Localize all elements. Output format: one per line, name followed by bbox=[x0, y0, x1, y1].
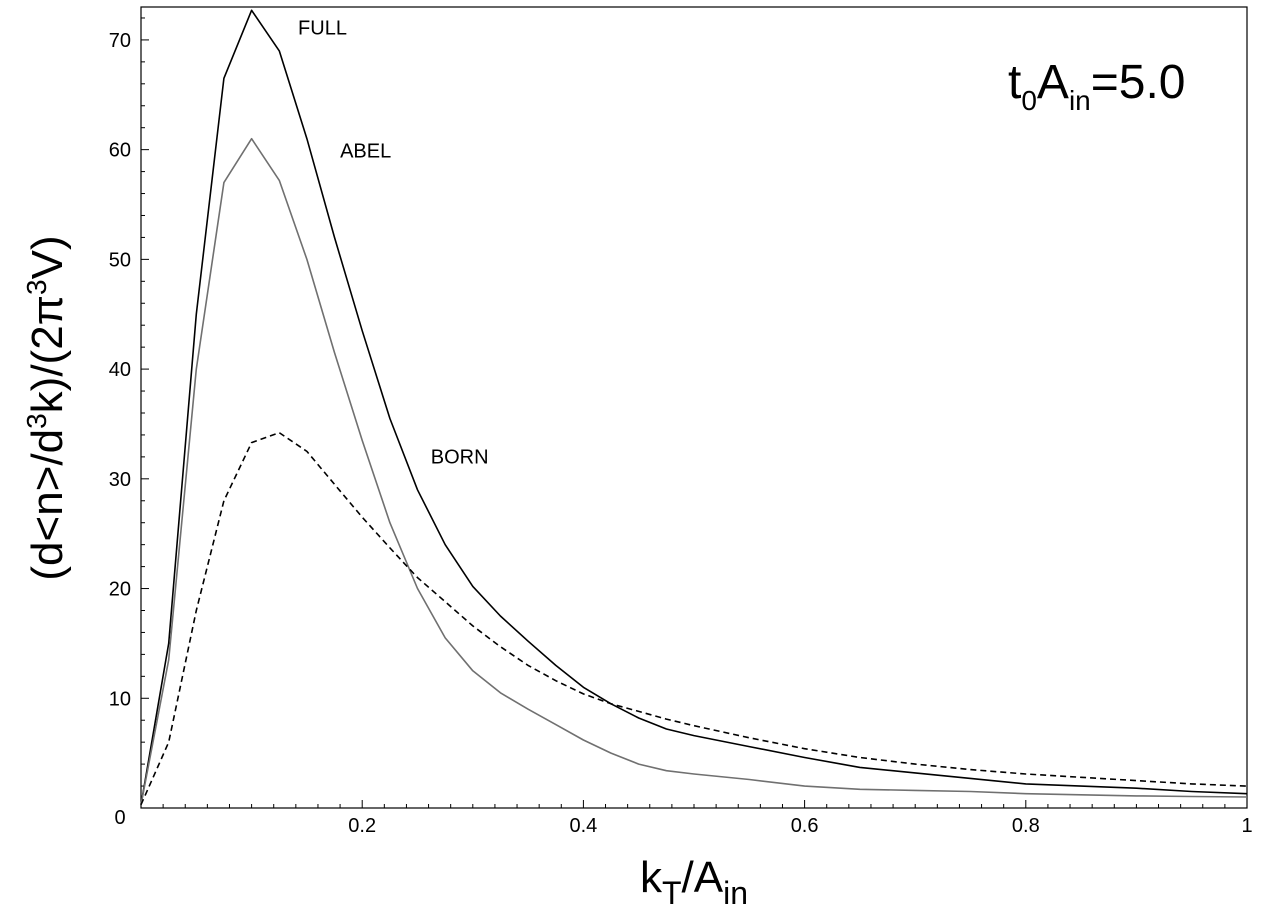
x-tick-label: 0.4 bbox=[569, 815, 597, 837]
tick-marks bbox=[141, 17, 1248, 808]
y-tick-label: 60 bbox=[109, 140, 131, 162]
tick-labels: 0.2 0.4 0.6 0.8 1 10 20 30 40 50 60 70 bbox=[109, 30, 1253, 837]
y-tick-label: 30 bbox=[109, 469, 131, 491]
y-tick-label: 70 bbox=[109, 30, 131, 52]
origin-label: 0 bbox=[114, 807, 125, 829]
x-tick-label: 1 bbox=[1241, 815, 1252, 837]
series-label-full: FULL bbox=[298, 17, 347, 39]
annotation: t0Ain=5.0 bbox=[1008, 56, 1186, 116]
plot-frame bbox=[140, 6, 1248, 809]
x-tick-label: 0.6 bbox=[791, 815, 819, 837]
series-label-abel: ABEL bbox=[340, 140, 391, 162]
x-tick-label: 0.8 bbox=[1012, 815, 1040, 837]
series-lines bbox=[140, 9, 1248, 806]
y-axis-title: (d<n>/d3k)/(2π3V) bbox=[21, 235, 72, 580]
x-tick-label: 0.2 bbox=[348, 815, 376, 837]
x-axis-title: kT/Ain bbox=[640, 853, 748, 911]
series-line-full bbox=[140, 9, 1248, 805]
y-tick-label: 20 bbox=[109, 579, 131, 601]
y-tick-label: 10 bbox=[109, 688, 131, 710]
series-label-born: BORN bbox=[431, 446, 489, 468]
series-labels: FULL ABEL BORN bbox=[298, 17, 489, 468]
series-line-abel bbox=[140, 137, 1248, 805]
y-tick-label: 50 bbox=[109, 249, 131, 271]
y-tick-label: 40 bbox=[109, 359, 131, 381]
series-line-born bbox=[140, 431, 1248, 806]
